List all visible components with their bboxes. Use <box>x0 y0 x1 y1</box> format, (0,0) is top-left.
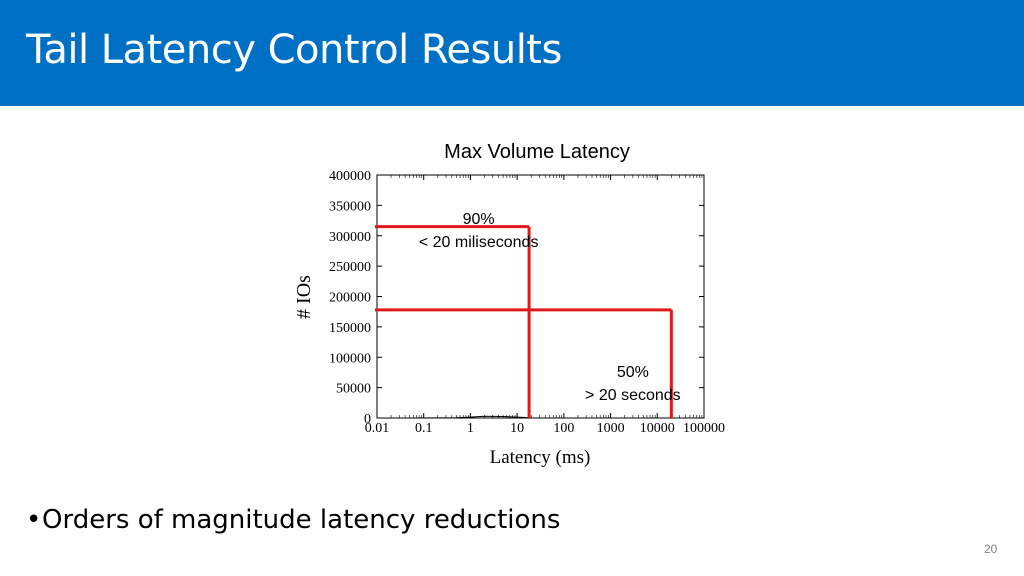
x-tick-label: 1000 <box>597 421 625 436</box>
x-tick-label: 100 <box>553 421 574 436</box>
x-tick-label: 0.01 <box>365 421 390 436</box>
y-tick-label: 200000 <box>329 291 371 306</box>
series-line <box>409 415 530 419</box>
page-number: 20 <box>984 542 998 556</box>
y-tick-label: 250000 <box>329 260 371 275</box>
annotation-percent: 90% <box>463 211 495 228</box>
bullet-marker: • <box>26 505 42 535</box>
y-tick-label: 50000 <box>336 382 371 397</box>
y-tick-label: 350000 <box>329 199 371 214</box>
annotation-threshold: < 20 miliseconds <box>419 234 539 251</box>
bullet-list: •Orders of magnitude latency reductions <box>26 505 560 535</box>
x-tick-label: 10000 <box>640 421 675 436</box>
x-axis-label: Latency (ms) <box>490 447 591 468</box>
y-tick-label: 150000 <box>329 321 371 336</box>
x-tick-label: 10 <box>510 421 524 436</box>
x-tick-label: 100000 <box>683 421 725 436</box>
x-tick-label: 0.1 <box>415 421 433 436</box>
y-tick-label: 300000 <box>329 230 371 245</box>
plot-frame <box>376 174 705 419</box>
y-tick-label: 100000 <box>329 351 371 366</box>
bullet-item: Orders of magnitude latency reductions <box>42 505 561 535</box>
annotation-percent: 50% <box>617 364 649 381</box>
slide-title: Tail Latency Control Results <box>26 27 562 73</box>
y-tick-label: 400000 <box>329 169 371 184</box>
title-bar <box>0 0 1024 106</box>
annotation-threshold: > 20 seconds <box>585 387 681 404</box>
y-tick-label: 0 <box>364 412 371 427</box>
y-axis-label: # IOs <box>293 275 315 319</box>
x-tick-label: 1 <box>467 421 474 436</box>
chart-title: Max Volume Latency <box>444 141 630 163</box>
